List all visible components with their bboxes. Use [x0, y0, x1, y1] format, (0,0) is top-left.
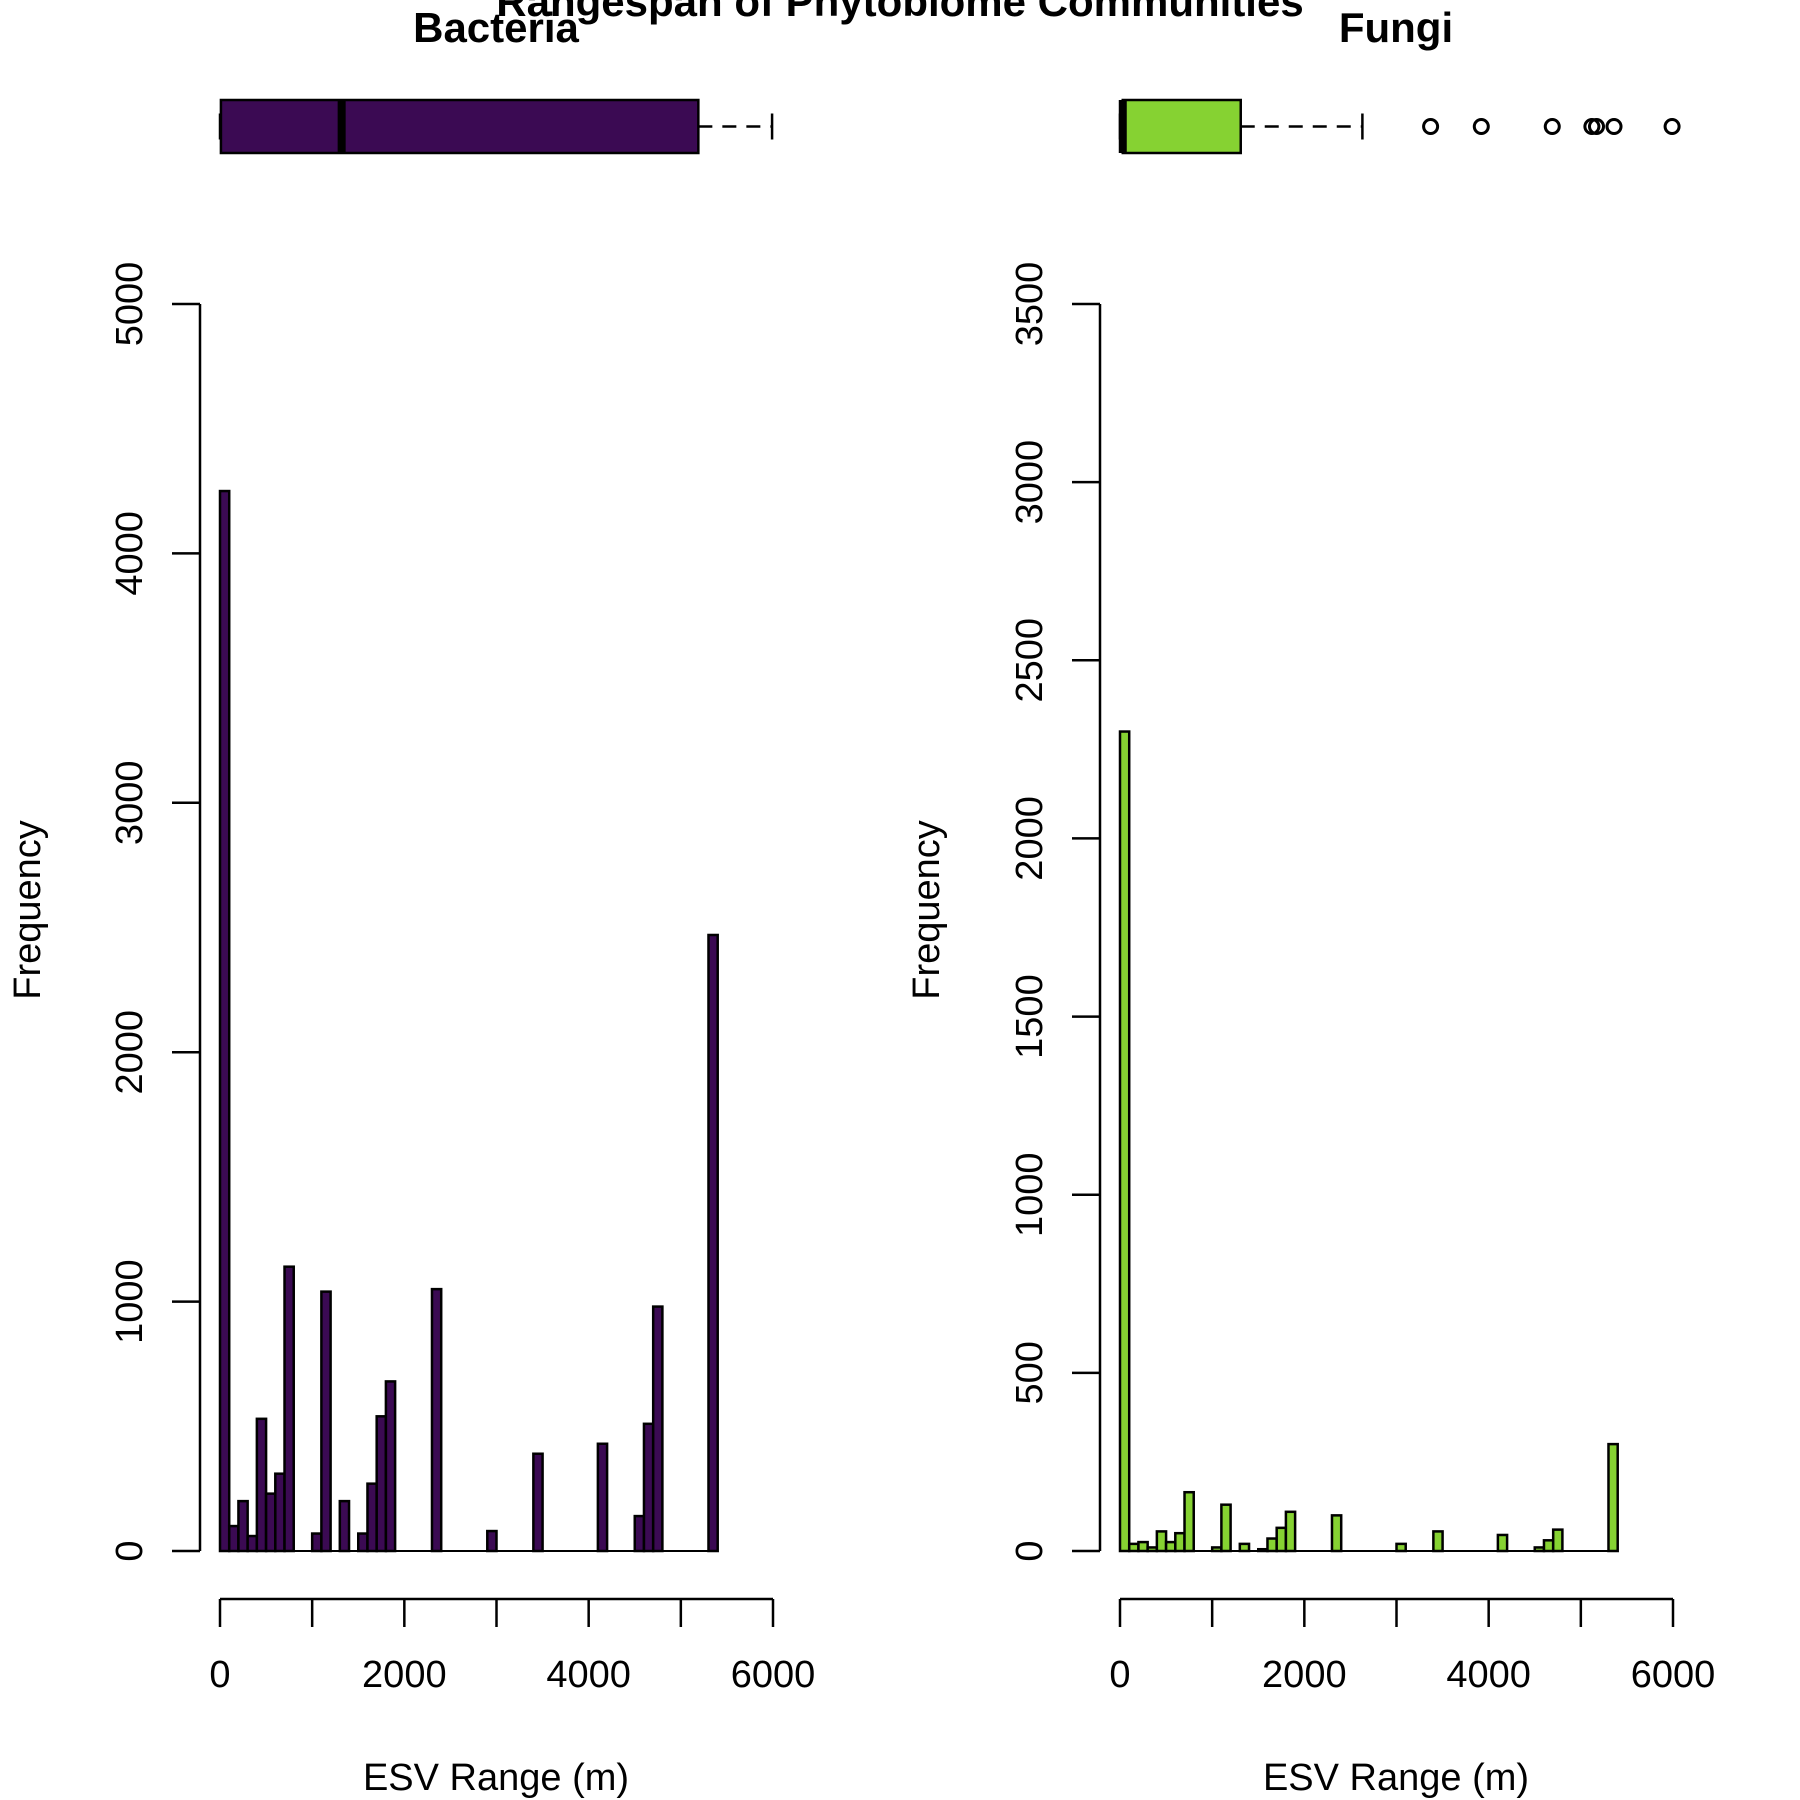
histogram-bar	[274, 1472, 286, 1553]
histogram-bar	[264, 1492, 277, 1553]
histogram-bar	[384, 1380, 397, 1553]
histogram-bar	[633, 1514, 646, 1553]
x-tick-label: 4000	[546, 1654, 631, 1696]
histogram-bar	[1275, 1526, 1288, 1553]
histogram-bar	[246, 1534, 259, 1553]
histogram-bar	[1127, 1542, 1140, 1553]
histogram-bar	[1220, 1503, 1232, 1553]
fungi-panel: Fungi ESV Range (m) Frequency 0 500 1000 15…	[906, 4, 1715, 1799]
y-tick-label: 2000	[109, 1010, 151, 1095]
histogram-bar	[338, 1499, 351, 1553]
x-axis-label: ESV Range (m)	[363, 1757, 629, 1799]
histogram-bar	[218, 489, 231, 1553]
histogram-bar	[255, 1417, 268, 1553]
y-tick-label: 0	[1009, 1540, 1051, 1561]
y-tick-label: 0	[109, 1540, 151, 1561]
x-tick-label: 6000	[1631, 1654, 1716, 1696]
y-tick-label: 1000	[109, 1259, 151, 1344]
boxplot-outlier	[1422, 118, 1440, 135]
boxplot-outlier	[1543, 118, 1561, 135]
histogram-bar	[1174, 1531, 1186, 1553]
y-tick-label: 3000	[1009, 440, 1051, 525]
y-tick-label: 5000	[109, 262, 151, 347]
y-axis-label: Frequency	[7, 820, 49, 1000]
histogram-bar	[375, 1415, 388, 1553]
histogram-bar	[227, 1524, 240, 1553]
histogram-bar	[430, 1287, 443, 1553]
histogram-bar	[1607, 1442, 1619, 1553]
histogram-bar	[1257, 1547, 1269, 1553]
histogram-bar	[1118, 730, 1131, 1553]
histogram-bar	[1330, 1514, 1343, 1553]
histogram-bar	[310, 1532, 323, 1553]
x-tick-label: 4000	[1446, 1654, 1531, 1696]
y-axis-label: Frequency	[906, 820, 948, 1000]
histogram-bar	[1542, 1539, 1555, 1553]
y-tick-label: 4000	[109, 511, 151, 596]
x-tick-label: 2000	[362, 1654, 447, 1696]
histogram-bar	[1533, 1546, 1546, 1553]
histogram-bar	[707, 933, 719, 1553]
boxplot-box	[1121, 98, 1242, 155]
boxplot-outlier	[1663, 118, 1681, 135]
histogram-bar	[1238, 1542, 1251, 1553]
histogram-bar	[366, 1482, 378, 1553]
y-tick-label: 3000	[109, 761, 151, 846]
x-axis-label: ESV Range (m)	[1263, 1757, 1529, 1799]
bacteria-panel: Bacteria ESV Range (m) Frequency 0 1000 20…	[7, 4, 815, 1799]
histogram-bar	[532, 1452, 544, 1553]
panel-title: Fungi	[1339, 4, 1453, 51]
histogram-bar	[651, 1305, 664, 1553]
boxplot-outlier	[1588, 118, 1606, 135]
y-tick-label: 3500	[1009, 262, 1051, 347]
boxplot-outlier	[1605, 118, 1623, 135]
y-tick-label: 1000	[1009, 1152, 1051, 1237]
histogram-bar	[642, 1422, 655, 1553]
histogram-bar	[1183, 1490, 1195, 1553]
x-tick-label: 6000	[731, 1654, 816, 1696]
x-tick-label: 2000	[1262, 1654, 1347, 1696]
histogram-bar	[1432, 1530, 1444, 1553]
boxplot-box	[219, 98, 700, 155]
histogram-bar	[283, 1265, 295, 1553]
histogram-bar	[1284, 1510, 1297, 1553]
panel-title: Bacteria	[413, 4, 579, 51]
histogram-bar	[1155, 1530, 1168, 1553]
boxplot-outlier	[1472, 118, 1490, 135]
histogram-bar	[320, 1290, 332, 1553]
histogram-bar	[1164, 1540, 1177, 1553]
histogram-bar	[1137, 1540, 1149, 1553]
histogram-bar	[237, 1499, 249, 1553]
histogram-bar	[1395, 1542, 1407, 1553]
histogram-bar	[357, 1532, 369, 1553]
histogram-bar	[596, 1442, 609, 1553]
histogram-bar	[1146, 1546, 1159, 1553]
y-tick-label: 1500	[1009, 974, 1051, 1059]
x-tick-label: 0	[209, 1654, 230, 1696]
histogram-bar	[1210, 1546, 1223, 1553]
histogram-bar	[1266, 1537, 1278, 1553]
y-tick-label: 2500	[1009, 618, 1051, 703]
y-tick-label: 2000	[1009, 796, 1051, 881]
figure-title: Rangespan of Phytobiome Communities	[496, 0, 1303, 25]
histogram-bar	[1496, 1533, 1509, 1553]
histogram-bar	[1551, 1528, 1564, 1553]
y-tick-label: 500	[1009, 1341, 1051, 1404]
histogram-bar	[486, 1529, 498, 1553]
x-tick-label: 0	[1109, 1654, 1130, 1696]
